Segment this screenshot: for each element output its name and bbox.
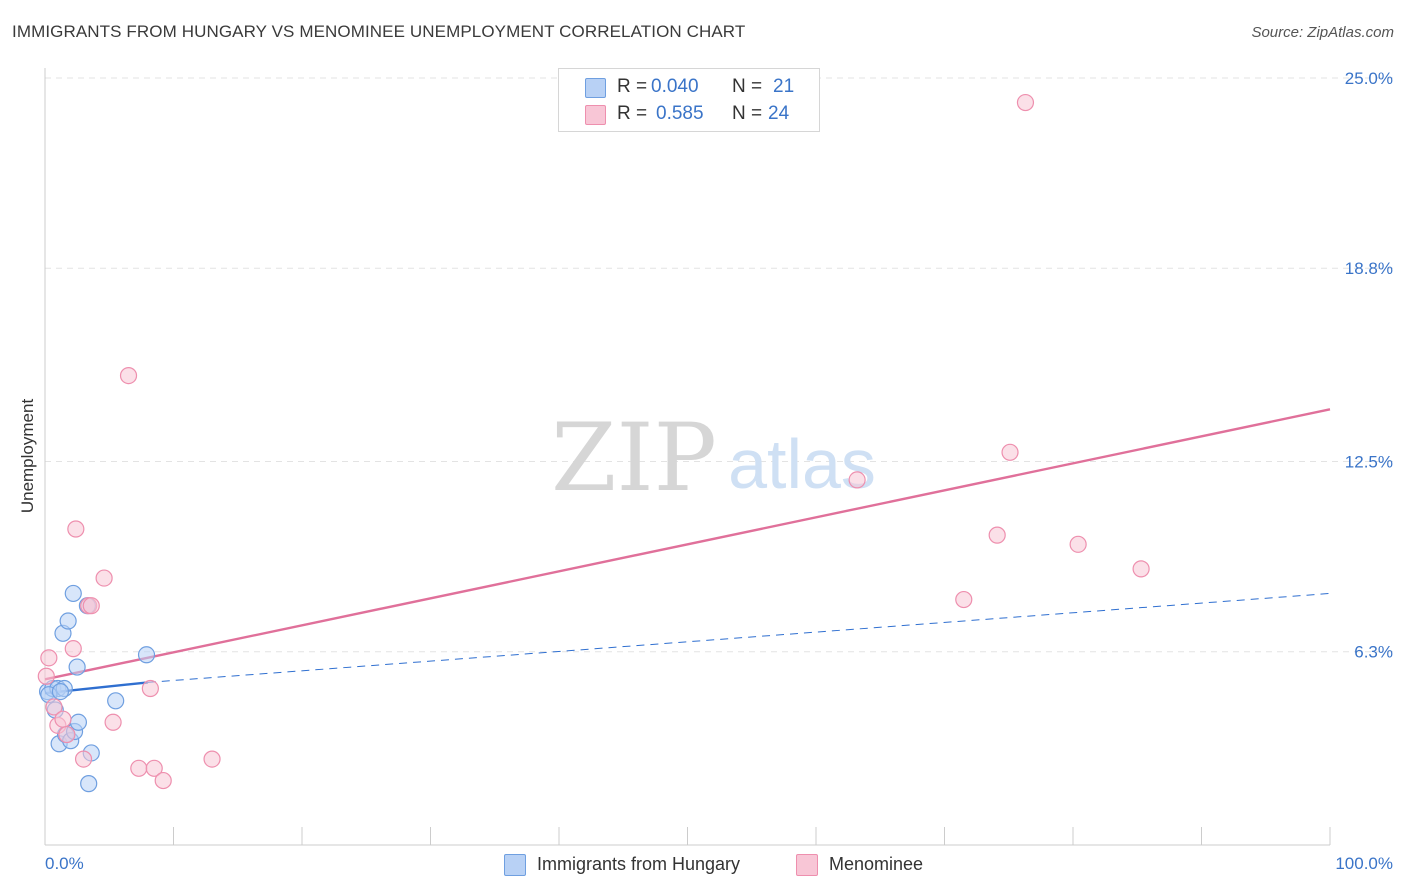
- point-menominee: [988, 526, 1006, 544]
- n-value: 21: [773, 76, 795, 97]
- legend-swatch-hungary: [585, 78, 606, 98]
- watermark: ZIP atlas: [551, 404, 876, 513]
- point-menominee: [130, 759, 148, 777]
- point-hungary: [59, 612, 77, 630]
- point-menominee: [955, 590, 973, 609]
- x-tick-label: 100.0%: [1335, 854, 1393, 873]
- data-points: [37, 93, 1150, 793]
- point-menominee: [1001, 443, 1019, 461]
- point-hungary: [69, 713, 88, 731]
- legend-label-hungary: Immigrants from Hungary: [537, 854, 741, 874]
- point-menominee: [1016, 93, 1035, 112]
- correlation-legend: R = 0.040 N = 21 R = 0.585 N = 24: [558, 68, 820, 132]
- legend-item-menominee: Menominee: [796, 852, 996, 876]
- trend-line-menominee: [44, 408, 1331, 681]
- r-label: R =: [617, 103, 648, 124]
- point-menominee: [203, 750, 221, 768]
- r-value: 0.040: [651, 76, 699, 97]
- r-label: R =: [617, 76, 648, 97]
- y-tick-label: 12.5%: [1345, 453, 1393, 472]
- point-menominee: [37, 667, 55, 685]
- point-menominee: [64, 640, 82, 658]
- point-menominee: [119, 366, 138, 385]
- point-menominee: [154, 771, 172, 790]
- watermark-atlas: atlas: [728, 425, 876, 503]
- legend-row-hungary: R = 0.040 N = 21: [559, 74, 819, 100]
- y-tick-label: 6.3%: [1354, 643, 1393, 662]
- x-tick-label: 0.0%: [45, 854, 84, 873]
- n-label: N =: [732, 103, 763, 124]
- legend-swatch-menominee: [585, 105, 606, 125]
- legend-item-hungary: Immigrants from Hungary: [504, 852, 804, 876]
- legend-swatch-hungary: [504, 854, 526, 876]
- point-hungary: [68, 658, 86, 676]
- point-hungary: [51, 682, 70, 701]
- point-menominee: [1132, 560, 1150, 578]
- point-menominee: [145, 759, 163, 777]
- legend-label-menominee: Menominee: [829, 854, 924, 874]
- point-menominee: [141, 679, 159, 698]
- point-menominee: [45, 698, 63, 716]
- point-menominee: [74, 750, 93, 768]
- point-hungary: [107, 692, 125, 710]
- y-tick-label: 25.0%: [1345, 69, 1393, 88]
- watermark-zip: ZIP: [551, 404, 717, 513]
- point-menominee: [848, 471, 866, 489]
- chart-title: IMMIGRANTS FROM HUNGARY VS MENOMINEE UNE…: [12, 22, 746, 41]
- point-hungary: [137, 646, 156, 664]
- point-hungary: [64, 584, 82, 603]
- legend-row-menominee: R = 0.585 N = 24: [559, 101, 819, 127]
- point-menominee: [95, 569, 113, 587]
- point-hungary: [80, 775, 98, 793]
- point-menominee: [67, 520, 85, 538]
- legend-swatch-menominee: [796, 854, 818, 876]
- point-menominee: [1069, 535, 1087, 553]
- point-menominee: [58, 725, 76, 744]
- point-menominee: [40, 649, 58, 667]
- y-tick-label: 18.8%: [1345, 259, 1393, 278]
- point-menominee: [54, 710, 72, 728]
- point-menominee: [82, 597, 100, 615]
- n-label: N =: [732, 76, 763, 97]
- point-menominee: [104, 713, 122, 731]
- source-label: Source: ZipAtlas.com: [1251, 24, 1394, 41]
- gridlines: [45, 77, 1395, 653]
- axes: [44, 68, 1331, 846]
- n-value: 24: [768, 103, 790, 124]
- tick-labels: 6.3% 12.5% 18.8% 25.0% 0.0% 100.0%: [45, 69, 1393, 873]
- r-value: 0.585: [656, 103, 704, 124]
- trend-line-hungary-dashed: [147, 592, 1331, 683]
